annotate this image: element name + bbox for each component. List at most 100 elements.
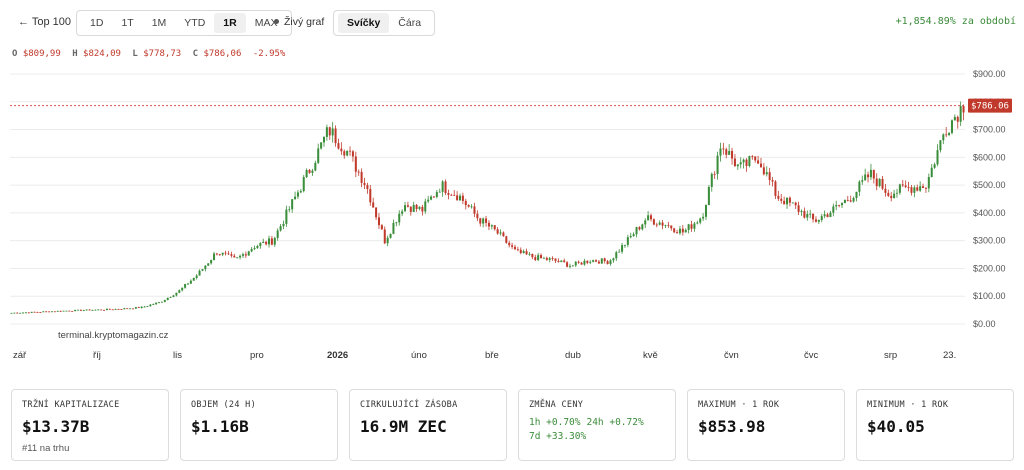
candle-body <box>574 261 577 266</box>
candle-body <box>360 171 363 183</box>
candle-body <box>493 225 496 230</box>
candle-body <box>742 159 745 163</box>
candle-body <box>476 213 479 219</box>
candle-body <box>16 312 19 314</box>
candle-body <box>835 205 838 207</box>
candle-body <box>56 310 59 312</box>
x-tick-label: čvn <box>724 350 739 361</box>
candle-body <box>519 249 522 254</box>
candle-body <box>239 255 242 258</box>
candle-body <box>134 307 137 309</box>
candle-body <box>681 228 684 233</box>
y-tick-label: $700.00 <box>973 125 1006 135</box>
candle-body <box>794 202 797 206</box>
candle-body <box>502 232 505 237</box>
candle-body <box>447 193 450 195</box>
card-title: MINIMUM · 1 ROK <box>867 400 949 410</box>
candle-body <box>230 254 233 256</box>
candle-body <box>623 244 626 246</box>
candle-body <box>913 187 916 193</box>
candle-body <box>843 199 846 204</box>
candle-body <box>649 215 653 220</box>
y-tick-label: $400.00 <box>973 208 1006 218</box>
candle-body <box>647 215 650 221</box>
candle-body <box>279 226 282 231</box>
candle-body <box>438 191 441 193</box>
candle-body <box>94 309 97 311</box>
candle-body <box>296 192 299 197</box>
candle-body <box>788 197 791 203</box>
candle-body <box>129 308 132 310</box>
candle-body <box>143 306 146 308</box>
candle-body <box>924 187 927 189</box>
volume-card: OBJEM (24 H) $1.16B <box>180 389 338 461</box>
candle-body <box>589 261 592 263</box>
candle-body <box>184 284 187 288</box>
price-chart[interactable]: $0.00 $100.00 $200.00 $300.00 $400.00 $500.00… <box>0 60 1024 370</box>
candle-body <box>786 197 789 205</box>
candle-body <box>100 309 103 311</box>
x-tick-label: úno <box>411 350 427 361</box>
candle-body <box>22 312 25 314</box>
volume-value: $1.16B <box>191 417 249 436</box>
candle-body <box>74 309 77 312</box>
range-1m[interactable]: 1M <box>151 17 167 29</box>
candle-body <box>30 311 33 313</box>
candle-body <box>363 182 366 185</box>
candle-body <box>678 228 681 234</box>
candle-body <box>178 290 181 293</box>
candle-body <box>53 311 56 313</box>
ohlc-open-label: O <box>12 49 18 59</box>
candle-body <box>140 306 143 308</box>
candle-body <box>204 265 207 270</box>
candle-body <box>340 148 343 152</box>
chart-type-line[interactable]: Čára <box>398 17 422 29</box>
range-1t[interactable]: 1T <box>121 17 134 29</box>
candle-body <box>898 184 901 193</box>
candle-body <box>545 257 548 260</box>
candle-body <box>754 156 757 161</box>
back-to-top100-link[interactable]: ← Top 100 <box>18 16 72 28</box>
ohlc-low: $778,73 <box>143 49 182 59</box>
candle-body <box>922 186 925 188</box>
candle-body <box>404 205 407 212</box>
candle-body <box>606 261 609 265</box>
x-tick-label: pro <box>250 350 264 361</box>
range-max[interactable]: MAX <box>254 17 278 29</box>
chart-type-candles[interactable]: Svíčky <box>338 13 390 33</box>
candle-body <box>933 164 936 168</box>
candle-body <box>739 162 742 165</box>
min-value: $40.05 <box>867 417 925 436</box>
candle-body <box>823 214 826 217</box>
card-title: TRŽNÍ KAPITALIZACE <box>22 400 120 410</box>
card-title: ZMĚNA CENY <box>529 400 584 410</box>
candle-body <box>366 184 369 189</box>
x-tick-label: bře <box>485 350 499 361</box>
candle-body <box>328 127 331 136</box>
live-chart-label: Živý graf <box>284 16 325 28</box>
candle-body <box>337 143 340 149</box>
range-1d[interactable]: 1D <box>90 17 104 29</box>
candle-body <box>930 167 933 178</box>
candle-body <box>473 206 476 214</box>
range-1r[interactable]: 1R <box>214 13 246 33</box>
candle-body <box>45 311 48 313</box>
candle-body <box>713 173 716 175</box>
candle-body <box>82 310 85 312</box>
candle-body <box>942 134 945 141</box>
candle-body <box>334 128 337 144</box>
candle-body <box>123 308 126 310</box>
candle-body <box>568 265 571 267</box>
ohlc-open: $809,99 <box>22 49 61 59</box>
candle-body <box>461 195 464 201</box>
candle-body <box>218 254 221 256</box>
range-ytd[interactable]: YTD <box>184 17 206 29</box>
candle-body <box>487 222 490 227</box>
candle-body <box>774 181 777 196</box>
candle-body <box>236 257 239 259</box>
candle-body <box>458 195 462 201</box>
candle-body <box>317 148 320 163</box>
live-chart-toggle[interactable]: Živý graf <box>274 16 324 28</box>
candle-body <box>600 258 603 264</box>
candle-body <box>485 218 488 223</box>
